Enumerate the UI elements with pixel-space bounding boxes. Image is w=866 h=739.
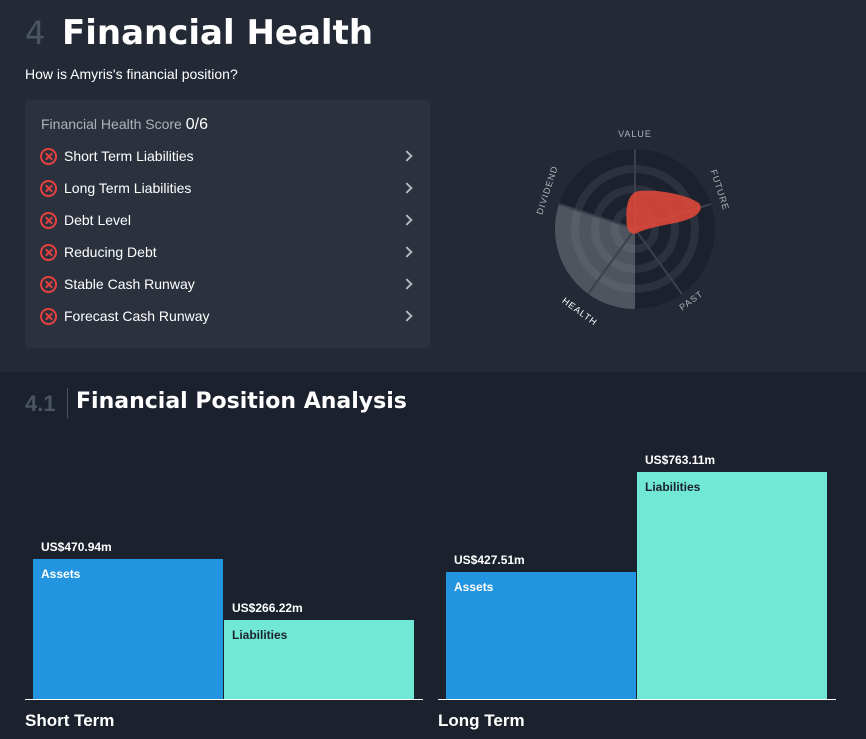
check-long-term-liabilities[interactable]: Long Term Liabilities — [40, 178, 415, 198]
chart-group-title: Long Term — [438, 711, 525, 730]
health-score-value: 0/6 — [185, 116, 208, 133]
bar-value-label: US$266.22m — [232, 601, 303, 615]
bar-assets: Assets — [33, 559, 223, 699]
section-number: 4 — [25, 14, 46, 52]
axis-label-dividend: DIVIDEND — [535, 164, 560, 216]
check-label: Debt Level — [64, 212, 131, 228]
bar-liabilities: Liabilities — [224, 620, 414, 699]
health-score-card: Financial Health Score 0/6 Short Term Li… — [25, 100, 430, 348]
x-circle-icon — [40, 275, 57, 293]
page-title: Financial Health — [62, 13, 374, 53]
bar-value-label: US$763.11m — [645, 453, 716, 467]
divider — [67, 388, 68, 418]
chart-group-title: Short Term — [25, 711, 115, 730]
x-circle-icon — [40, 179, 57, 197]
chevron-right-icon — [401, 246, 413, 258]
financial-health-section: 4 Financial Health How is Amyris's finan… — [0, 0, 866, 372]
bar-value-label: US$427.51m — [454, 553, 525, 567]
subsection-number: 4.1 — [25, 391, 56, 416]
bar-value-label: US$470.94m — [41, 540, 112, 554]
bar-assets: Assets — [446, 572, 636, 699]
subsection-title: Financial Position Analysis — [76, 389, 407, 414]
axis-label-value: VALUE — [618, 129, 652, 139]
snowflake-score-shape — [626, 190, 701, 234]
check-label: Reducing Debt — [64, 244, 157, 260]
health-score-row: Financial Health Score 0/6 — [41, 116, 208, 134]
axis-line — [558, 203, 636, 230]
check-debt-level[interactable]: Debt Level — [40, 210, 415, 230]
check-stable-cash-runway[interactable]: Stable Cash Runway — [40, 274, 415, 294]
x-circle-icon — [40, 307, 57, 325]
check-label: Stable Cash Runway — [64, 276, 195, 292]
snowflake-chart: VALUE FUTURE PAST HEALTH DIVIDEND — [535, 129, 732, 328]
bar-liabilities: Liabilities — [637, 472, 827, 699]
chevron-right-icon — [401, 150, 413, 162]
axis-line — [634, 228, 683, 295]
chevron-right-icon — [401, 310, 413, 322]
x-circle-icon — [40, 147, 57, 165]
bar-category-label: Assets — [41, 567, 81, 581]
axis-label-future: FUTURE — [709, 168, 732, 212]
axis-line — [587, 228, 636, 295]
check-label: Forecast Cash Runway — [64, 308, 210, 324]
x-circle-icon — [40, 211, 57, 229]
health-score-label: Financial Health Score — [41, 116, 182, 132]
check-reducing-debt[interactable]: Reducing Debt — [40, 242, 415, 262]
bar-category-label: Liabilities — [645, 480, 701, 494]
chevron-right-icon — [401, 214, 413, 226]
check-forecast-cash-runway[interactable]: Forecast Cash Runway — [40, 306, 415, 326]
check-label: Short Term Liabilities — [64, 148, 194, 164]
axis-label-health: HEALTH — [560, 296, 599, 328]
chart-baseline — [25, 699, 423, 700]
check-label: Long Term Liabilities — [64, 180, 192, 196]
chevron-right-icon — [401, 182, 413, 194]
chart-baseline — [438, 699, 836, 700]
check-short-term-liabilities[interactable]: Short Term Liabilities — [40, 146, 415, 166]
bar-category-label: Liabilities — [232, 628, 288, 642]
chevron-right-icon — [401, 278, 413, 290]
x-circle-icon — [40, 243, 57, 261]
health-highlight-sector — [554, 204, 635, 309]
bar-category-label: Assets — [454, 580, 494, 594]
section-subtitle: How is Amyris's financial position? — [25, 66, 238, 82]
